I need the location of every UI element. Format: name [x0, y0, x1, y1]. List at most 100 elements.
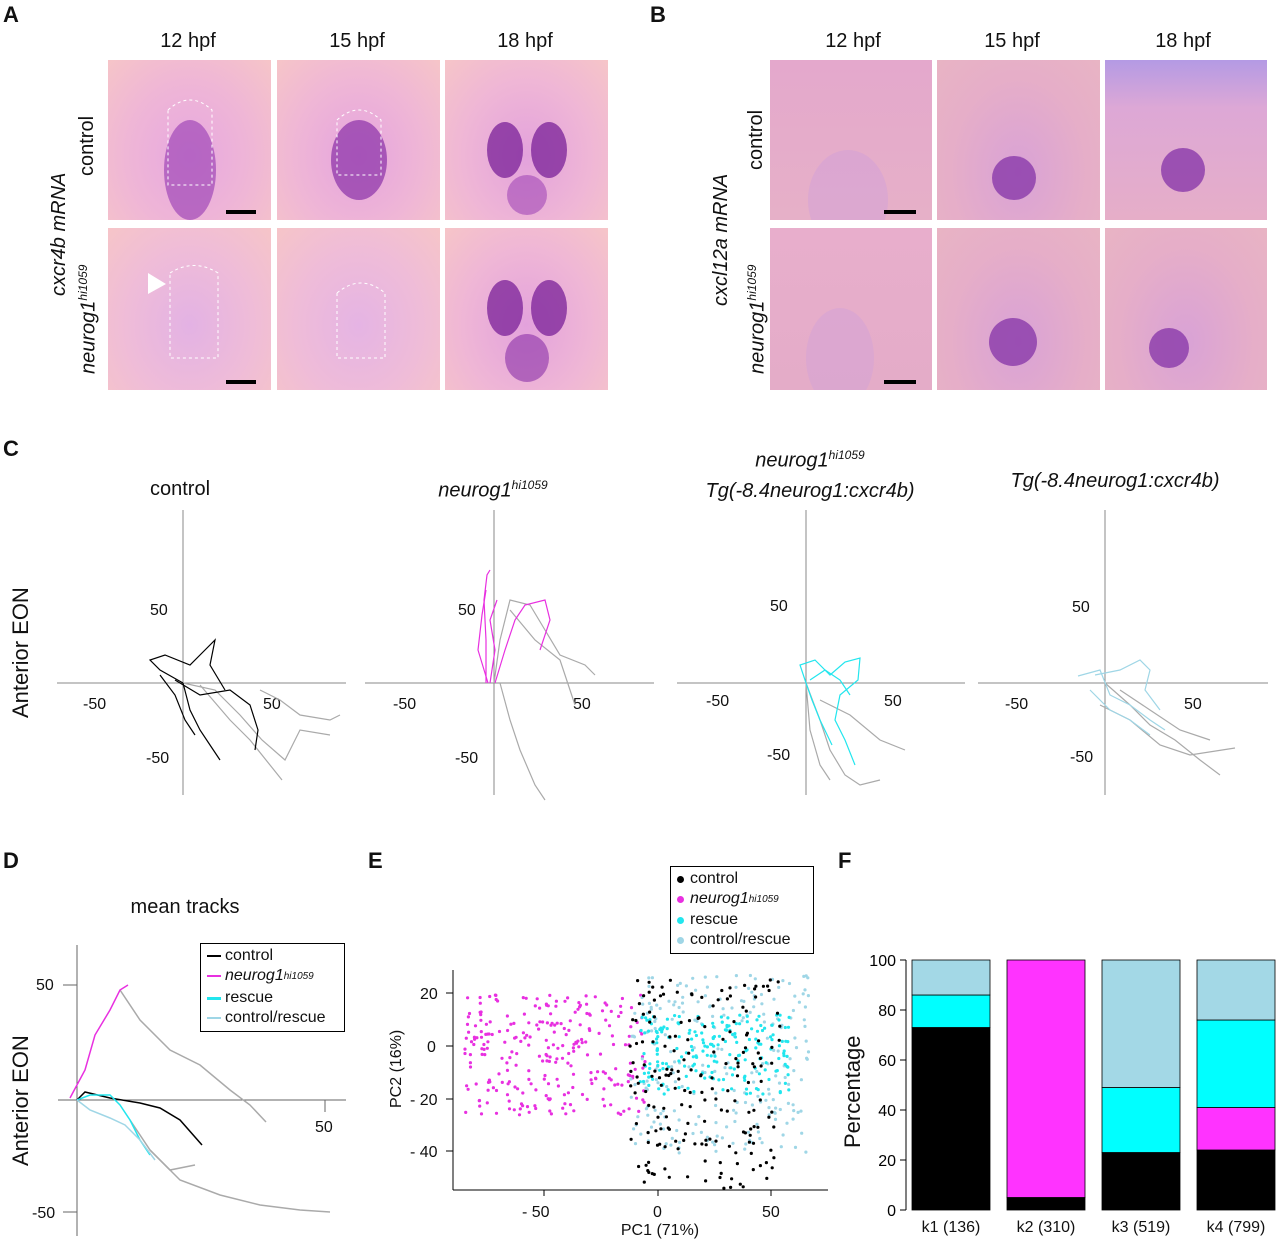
scatter-point — [692, 1062, 696, 1066]
scatter-point — [639, 1132, 643, 1136]
scatter-point — [689, 1044, 694, 1049]
scatter-point — [658, 1068, 662, 1072]
scatter-point — [486, 1088, 490, 1092]
scatter-point — [527, 1110, 531, 1114]
scatter-point — [683, 1088, 687, 1093]
scatter-point — [745, 1033, 749, 1037]
scatter-point — [765, 1176, 769, 1180]
panel-d-ytick-neg50: -50 — [32, 1205, 55, 1222]
scatter-point — [655, 1052, 659, 1056]
scatter-point — [648, 1018, 652, 1022]
scatter-point — [494, 1111, 499, 1115]
scatter-point — [676, 1069, 680, 1073]
scatter-point — [508, 1056, 512, 1060]
scatter-point — [802, 1018, 806, 1022]
legend-item-neurog1: neurog1 hi1059 — [677, 890, 779, 908]
scatter-point — [549, 1023, 553, 1027]
scatter-point — [670, 1068, 674, 1072]
scatter-point — [703, 1025, 707, 1029]
scatter-point — [787, 1088, 791, 1092]
scatter-point — [629, 1095, 633, 1099]
scatter-point — [769, 1148, 773, 1152]
scatter-point — [694, 1033, 698, 1038]
scatter-point — [477, 1099, 481, 1103]
panel-a-image-neurog1-15hpf — [277, 228, 440, 390]
scatter-point — [700, 1142, 704, 1146]
scatter-point — [564, 1112, 568, 1116]
scatter-point — [642, 994, 646, 998]
scatter-point — [671, 1071, 675, 1075]
scatter-point — [719, 1171, 723, 1175]
scatter-point — [668, 1035, 672, 1039]
scatter-point — [743, 1046, 748, 1050]
scatter-point — [764, 1061, 768, 1065]
scatter-point — [673, 1086, 677, 1090]
scatter-point — [474, 1082, 478, 1086]
scatter-point — [767, 988, 771, 993]
scatter-point — [488, 1020, 492, 1024]
scatter-point — [588, 1013, 592, 1017]
scatter-point — [704, 1143, 708, 1147]
scatter-point — [684, 1074, 688, 1078]
scatter-point — [644, 1016, 648, 1020]
scatter-point — [677, 1014, 681, 1019]
scatter-point — [491, 1086, 495, 1090]
scatter-point — [735, 1162, 739, 1166]
scatter-point — [733, 1119, 737, 1124]
scatter-point — [653, 1019, 657, 1024]
bar-segment-1-4 — [911, 959, 991, 996]
scatter-point — [651, 1077, 655, 1081]
scatter-point — [725, 1109, 729, 1113]
scatter-point — [661, 1109, 665, 1113]
scatter-point — [642, 1180, 646, 1184]
scatter-point — [676, 1147, 680, 1151]
scatter-point — [572, 1109, 576, 1113]
scatter-point — [527, 1021, 531, 1025]
svg-text:50: 50 — [770, 598, 788, 615]
scatter-point — [640, 1040, 645, 1044]
scatter-point — [546, 1046, 550, 1050]
panel-d-xtick-50: 50 — [315, 1119, 333, 1136]
scatter-point — [778, 1024, 782, 1028]
scatter-point — [675, 1046, 679, 1051]
panel-f-ytick-label: 0 — [887, 1203, 896, 1220]
panel-f-ytick-label: 80 — [878, 1003, 896, 1020]
scatter-point — [767, 1106, 771, 1110]
scatter-point — [669, 1072, 673, 1076]
scatter-point — [720, 1020, 724, 1024]
scatter-point — [653, 1108, 657, 1112]
panel-a-image-neurog1-18hpf — [445, 228, 608, 390]
scatter-point — [649, 1125, 654, 1129]
scatter-point — [728, 1053, 732, 1057]
scatter-point — [708, 1137, 712, 1141]
scatter-point — [546, 1082, 551, 1086]
scatter-point — [658, 1142, 662, 1146]
scatter-point — [728, 1030, 732, 1034]
scatter-point — [636, 979, 640, 983]
scatter-point — [463, 1047, 467, 1051]
scatter-point — [742, 1076, 746, 1080]
svg-text:-50: -50 — [393, 696, 416, 713]
category-label: k1 (136) — [922, 1219, 981, 1236]
scatter-point — [703, 1076, 707, 1080]
scatter-point — [684, 984, 688, 988]
scatter-point — [699, 1074, 703, 1078]
scatter-point — [646, 1169, 650, 1173]
scatter-point — [786, 1025, 791, 1029]
scatter-point — [700, 1090, 704, 1094]
scatter-point — [688, 1090, 692, 1095]
panel-b-col-18hpf: 18 hpf — [1155, 30, 1211, 52]
bar-segment-1-3 — [911, 994, 991, 1028]
scatter-point — [585, 1053, 590, 1057]
scatter-point — [662, 1127, 666, 1131]
scatter-point — [655, 1037, 659, 1041]
scatter-point — [512, 1108, 516, 1112]
scatter-point — [677, 1118, 681, 1122]
scatter-point — [545, 1021, 549, 1025]
scatter-point — [747, 1140, 751, 1144]
scatter-point — [479, 1035, 484, 1039]
scatter-point — [518, 1107, 522, 1111]
scatter-point — [611, 1042, 616, 1047]
scatter-point — [719, 1108, 723, 1112]
scatter-point — [584, 994, 588, 998]
